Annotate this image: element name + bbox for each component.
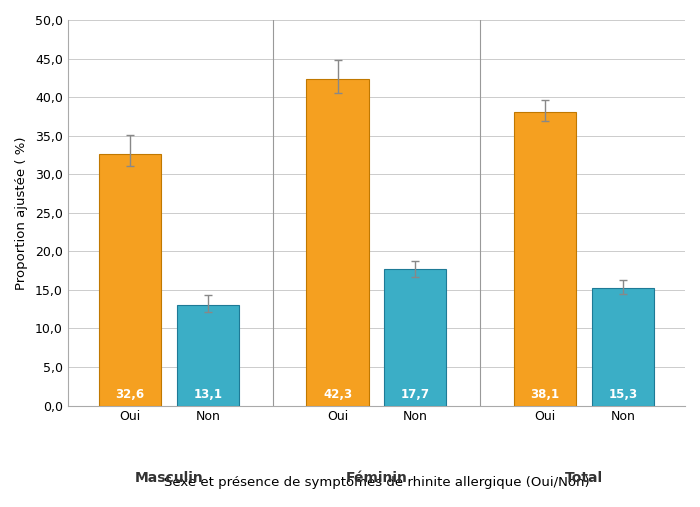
- Bar: [514, 112, 576, 406]
- Text: Total: Total: [565, 471, 603, 485]
- Text: 38,1: 38,1: [531, 388, 559, 401]
- Text: 32,6: 32,6: [116, 388, 145, 401]
- Text: 17,7: 17,7: [401, 388, 430, 401]
- Text: Féminin: Féminin: [346, 471, 407, 485]
- Bar: [176, 305, 239, 406]
- Bar: [384, 269, 447, 406]
- Text: 15,3: 15,3: [608, 388, 637, 401]
- Bar: [99, 154, 161, 406]
- Text: 13,1: 13,1: [193, 388, 223, 401]
- Bar: [592, 287, 654, 406]
- X-axis label: Sexe et présence de symptômes de rhinite allergique (Oui/Non): Sexe et présence de symptômes de rhinite…: [164, 476, 589, 489]
- Text: Masculin: Masculin: [134, 471, 203, 485]
- Text: 42,3: 42,3: [323, 388, 352, 401]
- Y-axis label: Proportion ajustée ( %): Proportion ajustée ( %): [15, 136, 28, 289]
- Bar: [307, 80, 369, 406]
